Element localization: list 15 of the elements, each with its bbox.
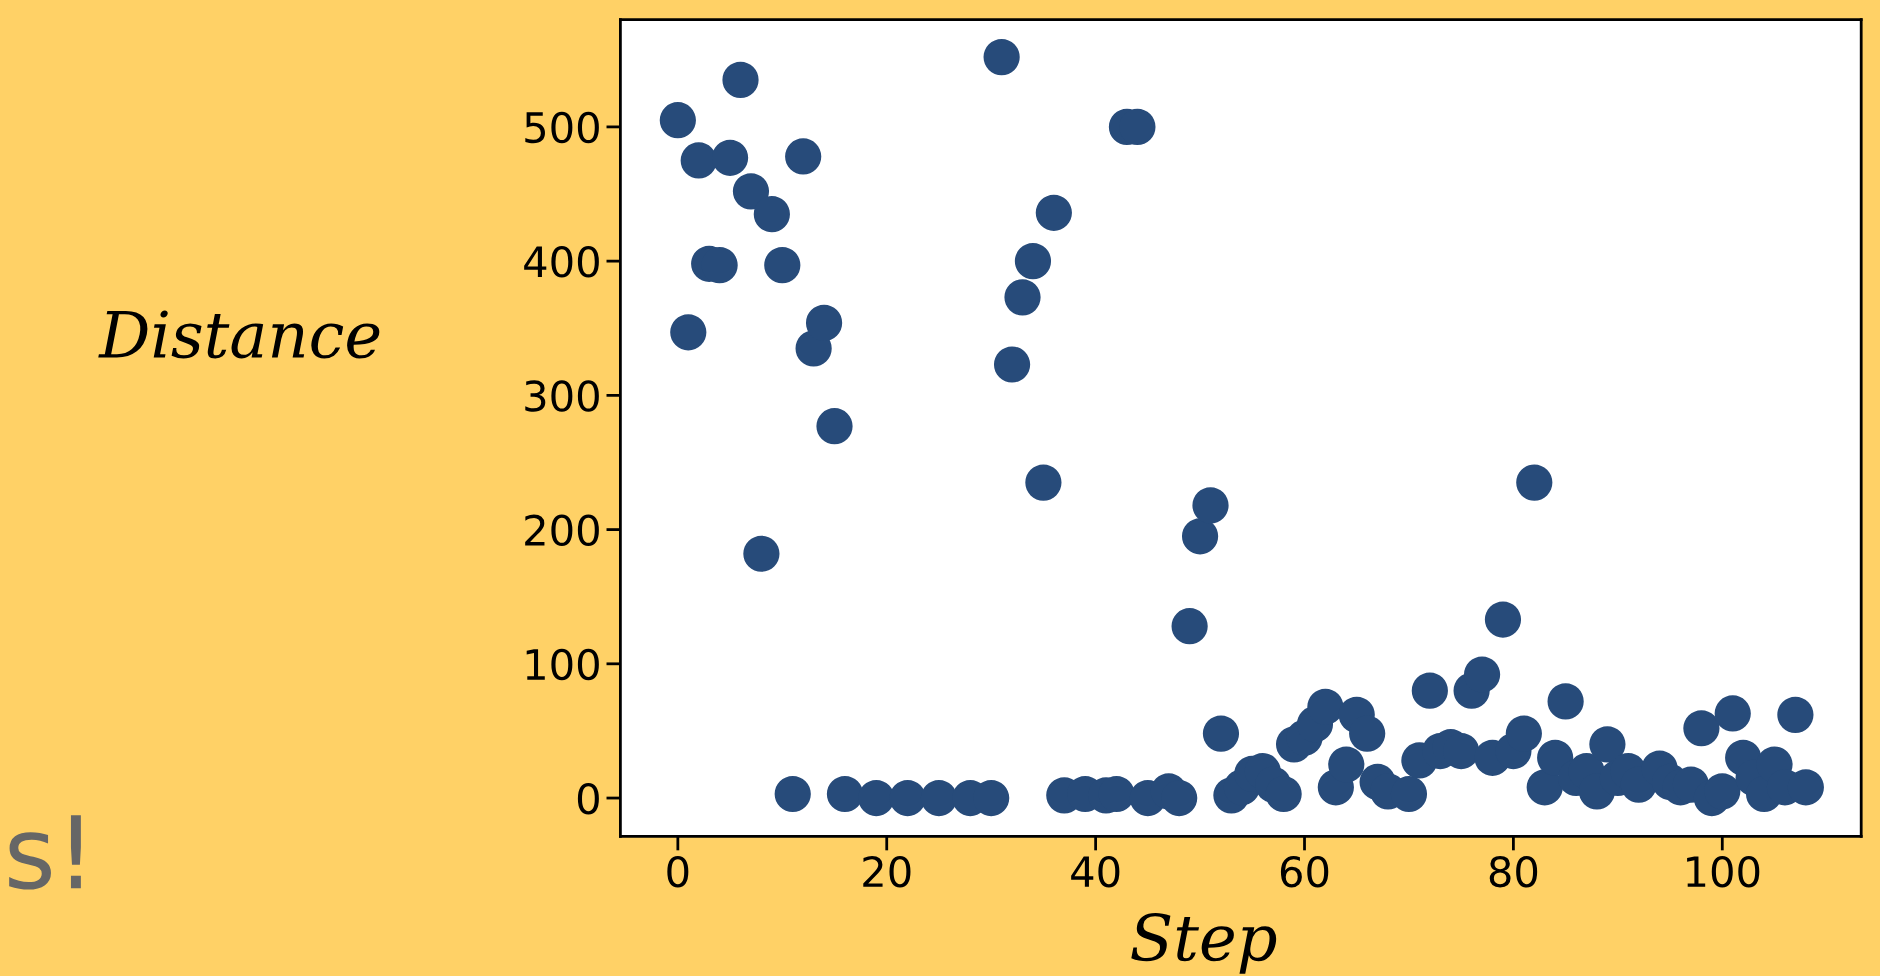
x-tick-label: 80	[1489, 855, 1538, 888]
text: s!	[9, 815, 81, 890]
x-axis-title: Step	[1131, 912, 1277, 974]
y-tick-label: 400	[524, 246, 599, 278]
y-tick-label: 500	[525, 111, 599, 144]
y-tick-label: 0	[577, 782, 599, 815]
y-tick-label: 300	[525, 380, 599, 412]
y-tick-label: 200	[525, 514, 599, 547]
y-tick-label: 100	[526, 648, 599, 681]
x-tick-label: 0	[667, 855, 689, 888]
x-tick-label: 40	[1071, 855, 1120, 888]
x-tick-label: 20	[863, 855, 911, 888]
x-tick-label: 100	[1687, 855, 1760, 888]
y-axis-title: Distance	[98, 310, 380, 359]
x-tick-label: 60	[1280, 855, 1329, 888]
